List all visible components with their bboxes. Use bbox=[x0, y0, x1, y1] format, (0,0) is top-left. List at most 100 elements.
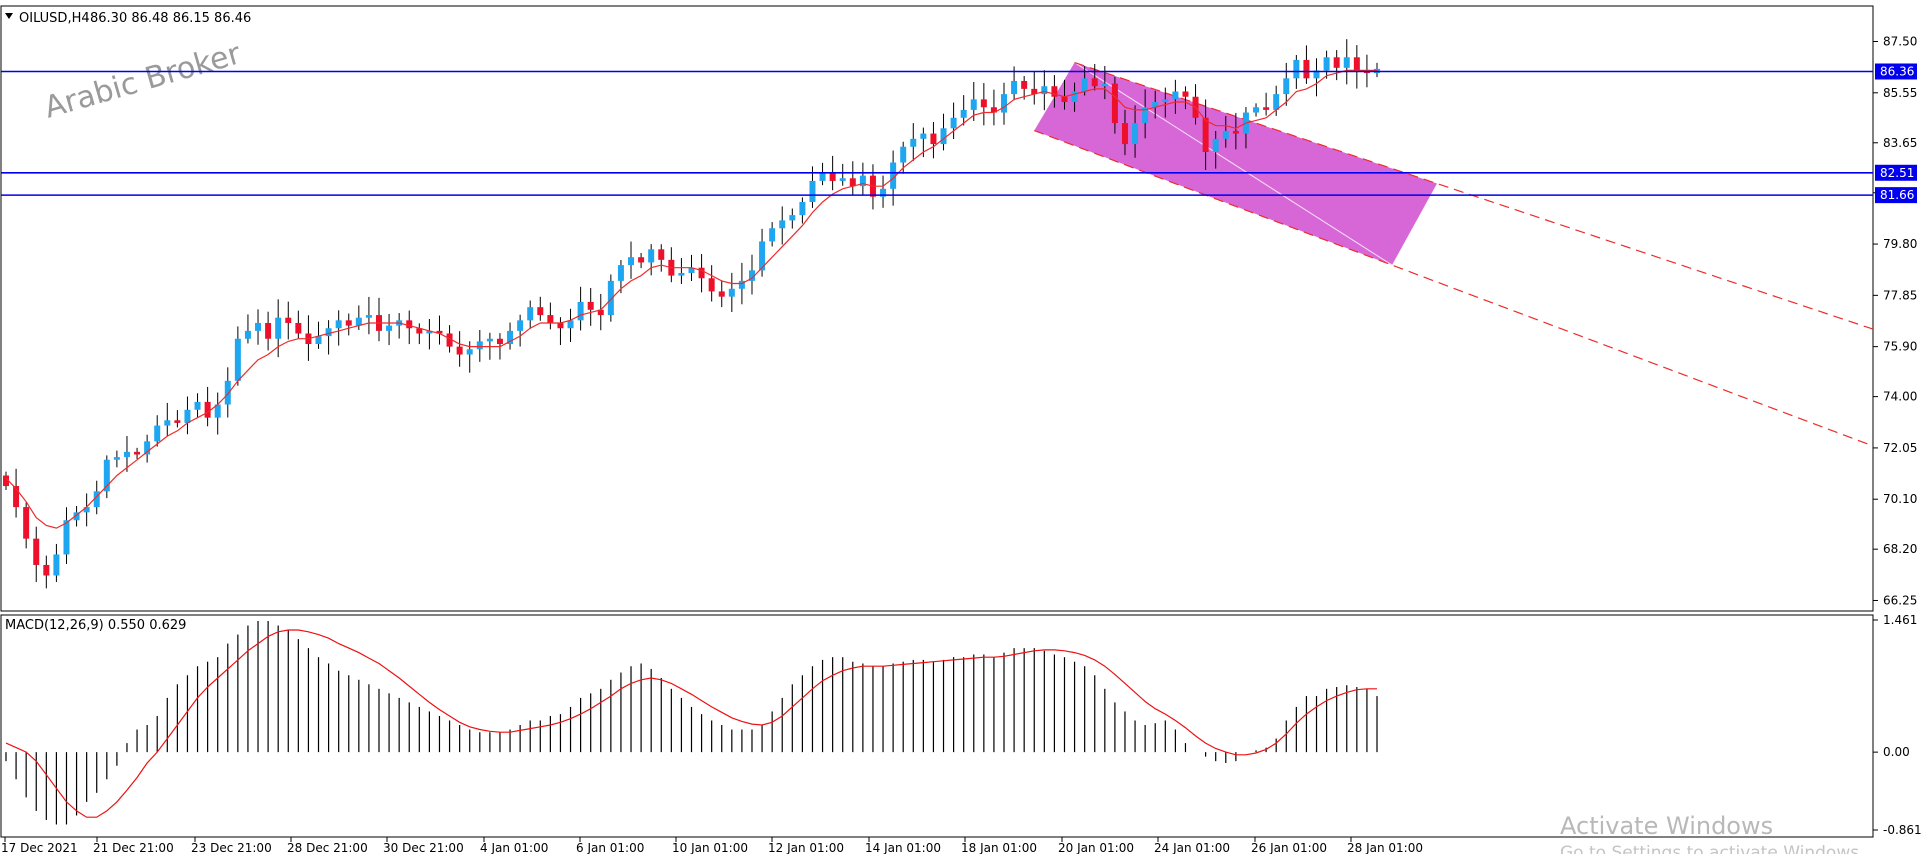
candle bbox=[1202, 99, 1209, 170]
time-tick-label: 23 Dec 21:00 bbox=[191, 841, 272, 854]
candle bbox=[1212, 131, 1219, 169]
candle bbox=[567, 308, 574, 342]
candle bbox=[1323, 50, 1330, 79]
candle bbox=[1333, 50, 1340, 81]
candle bbox=[194, 393, 201, 418]
candle bbox=[950, 102, 957, 140]
candle bbox=[456, 331, 463, 367]
candle bbox=[769, 222, 776, 247]
candle bbox=[275, 299, 282, 358]
candle bbox=[123, 436, 130, 472]
candle bbox=[1343, 39, 1350, 85]
candle bbox=[386, 313, 393, 346]
candle bbox=[1091, 64, 1098, 91]
candle bbox=[990, 89, 997, 126]
price-tag-label: 86.36 bbox=[1880, 64, 1914, 78]
candle bbox=[880, 175, 887, 208]
candle bbox=[1021, 76, 1028, 100]
candle bbox=[93, 480, 100, 515]
candle bbox=[708, 265, 715, 302]
time-tick-label: 30 Dec 21:00 bbox=[383, 841, 464, 854]
macd-panel-frame bbox=[0, 614, 1874, 838]
candle bbox=[849, 161, 856, 196]
candle bbox=[1111, 76, 1118, 134]
time-tick-label: 26 Jan 01:00 bbox=[1251, 841, 1327, 854]
activate-windows-title: Activate Windows bbox=[1560, 812, 1773, 840]
time-tick-label: 4 Jan 01:00 bbox=[480, 841, 548, 854]
candle bbox=[1121, 109, 1128, 156]
candle bbox=[1162, 87, 1169, 118]
candle bbox=[628, 241, 635, 279]
price-tick-label: 83.65 bbox=[1883, 136, 1917, 150]
price-tag bbox=[1875, 63, 1917, 80]
time-tick-label: 18 Jan 01:00 bbox=[961, 841, 1037, 854]
time-tick-label: 21 Dec 21:00 bbox=[93, 841, 174, 854]
candle bbox=[1353, 45, 1360, 89]
channel-midline bbox=[1074, 62, 1393, 266]
candle bbox=[940, 113, 947, 151]
candle bbox=[839, 163, 846, 186]
candle bbox=[325, 320, 332, 355]
candle bbox=[930, 121, 937, 159]
candle bbox=[43, 555, 50, 589]
candle bbox=[980, 83, 987, 126]
candle bbox=[557, 317, 564, 346]
candle bbox=[13, 468, 20, 518]
price-tag-label: 82.51 bbox=[1880, 166, 1914, 180]
activate-windows-subtitle: Go to Settings to activate Windows. bbox=[1560, 843, 1865, 854]
candle bbox=[1031, 71, 1038, 105]
candle bbox=[154, 415, 161, 447]
candle bbox=[416, 323, 423, 345]
moving-average-line bbox=[5, 69, 1377, 529]
time-tick-label: 17 Dec 2021 bbox=[1, 841, 78, 854]
time-tick-label: 28 Jan 01:00 bbox=[1347, 841, 1423, 854]
candle bbox=[658, 244, 665, 272]
candle bbox=[53, 543, 60, 582]
candle bbox=[73, 506, 80, 527]
candle bbox=[144, 434, 151, 463]
candle bbox=[365, 296, 372, 335]
horizontal-levels[interactable]: 86.36 82.51 81.66 bbox=[1, 63, 1917, 204]
candle bbox=[335, 310, 342, 346]
price-tag bbox=[1875, 164, 1917, 181]
candle bbox=[799, 197, 806, 224]
price-tick-label: 72.05 bbox=[1883, 441, 1917, 455]
price-tick-label: 85.55 bbox=[1883, 86, 1917, 100]
candle bbox=[406, 310, 413, 345]
ohlc-readout: 86.30 86.48 86.15 86.46 bbox=[90, 11, 251, 26]
candle bbox=[759, 228, 766, 277]
dropdown-triangle-icon[interactable] bbox=[5, 13, 13, 19]
candle bbox=[184, 396, 191, 435]
candle bbox=[517, 314, 524, 347]
candle bbox=[224, 367, 231, 418]
candle bbox=[345, 313, 352, 336]
candle bbox=[33, 526, 40, 583]
candle bbox=[1152, 90, 1159, 119]
candle bbox=[1041, 70, 1048, 111]
candle bbox=[587, 287, 594, 326]
candle bbox=[607, 274, 614, 322]
candle bbox=[23, 502, 30, 549]
channel-lower-ray bbox=[1034, 130, 1874, 447]
candle bbox=[1303, 45, 1310, 84]
candle bbox=[648, 244, 655, 276]
candle bbox=[174, 410, 181, 428]
time-tick-label: 28 Dec 21:00 bbox=[287, 841, 368, 854]
price-tag-label: 81.66 bbox=[1880, 188, 1914, 202]
candle bbox=[910, 123, 917, 161]
price-tick-label: 66.25 bbox=[1883, 593, 1917, 607]
candle bbox=[718, 280, 725, 308]
price-tick-label: 68.20 bbox=[1883, 542, 1917, 556]
candlestick-series bbox=[3, 39, 1380, 589]
candle bbox=[295, 310, 302, 339]
price-tick-label: 87.50 bbox=[1883, 35, 1917, 49]
candle bbox=[285, 301, 292, 340]
candle bbox=[859, 162, 866, 196]
time-axis: 17 Dec 2021 21 Dec 21:00 23 Dec 21:00 28 De… bbox=[1, 837, 1423, 854]
macd-tick-label: -0.861 bbox=[1883, 823, 1922, 837]
price-tick-label: 77.85 bbox=[1883, 288, 1917, 302]
candle bbox=[960, 95, 967, 126]
candle bbox=[789, 208, 796, 229]
candle bbox=[426, 319, 433, 350]
